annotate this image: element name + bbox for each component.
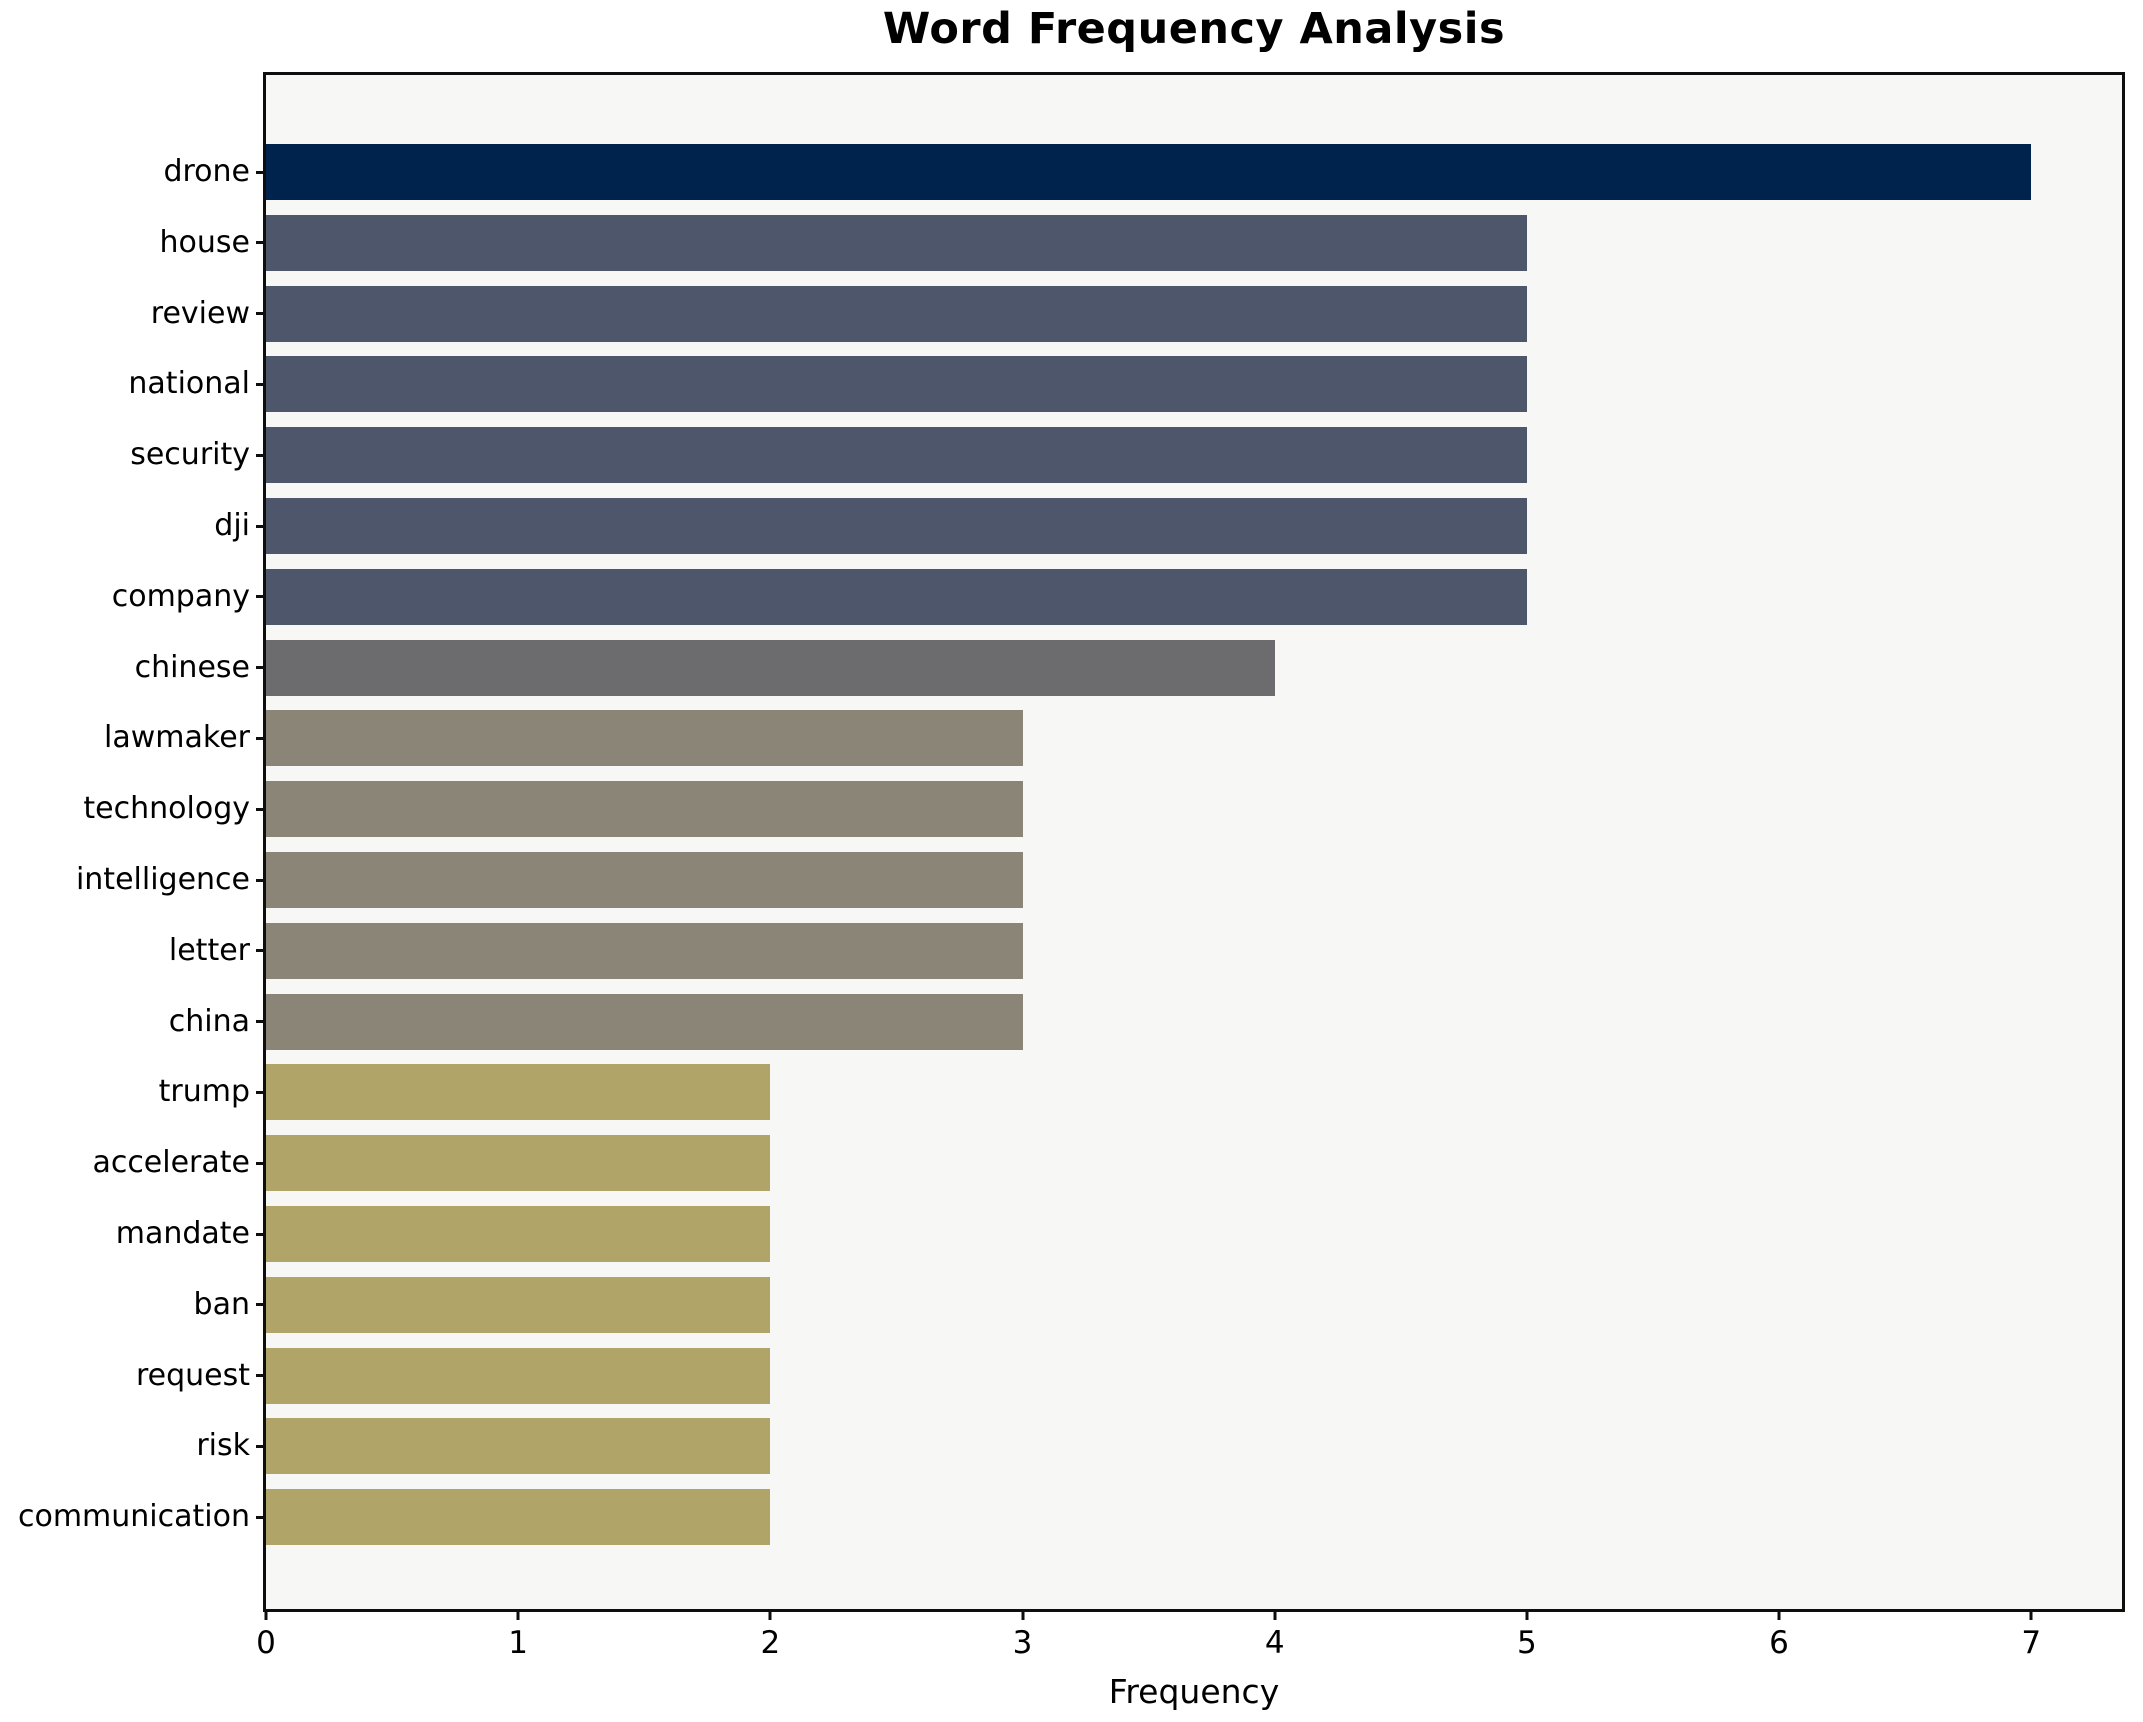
y-tick-label-letter: letter	[168, 932, 250, 968]
y-tick-mark	[256, 736, 266, 740]
y-tick-mark	[256, 1444, 266, 1448]
bar-request	[266, 1347, 771, 1404]
y-tick-label-company: company	[111, 578, 250, 614]
bar-dji	[266, 498, 1527, 554]
y-tick-label-technology: technology	[83, 791, 250, 827]
y-tick-label-national: national	[128, 366, 250, 402]
x-tick-label-1: 1	[508, 1625, 529, 1661]
y-tick-mark	[256, 241, 266, 245]
x-axis-label: Frequency	[1108, 1672, 1280, 1711]
x-tick-label-7: 7	[2021, 1625, 2042, 1661]
y-tick-mark	[256, 949, 266, 953]
y-tick-label-communication: communication	[17, 1499, 250, 1535]
y-tick-label-china: china	[168, 1003, 250, 1039]
bar-technology	[266, 781, 1023, 838]
bar-risk	[266, 1418, 771, 1475]
bar-chinese	[266, 639, 1275, 696]
y-tick-label-review: review	[150, 295, 250, 331]
bar-ban	[266, 1276, 771, 1333]
x-tick-label-3: 3	[1012, 1625, 1033, 1661]
bar-intelligence	[266, 852, 1023, 908]
y-tick-label-house: house	[159, 224, 250, 260]
bar-letter	[266, 922, 1023, 979]
plot-area: drone house review national security dji compa…	[18, 72, 2125, 1661]
y-tick-label-security: security	[130, 437, 250, 473]
y-tick-label-drone: drone	[163, 154, 250, 189]
x-tick-mark	[516, 1609, 520, 1620]
y-tick-label-mandate: mandate	[115, 1216, 250, 1251]
x-tick-mark	[1273, 1609, 1277, 1620]
y-tick-mark	[256, 312, 266, 316]
y-tick-mark	[256, 524, 266, 528]
y-tick-mark	[256, 170, 266, 174]
y-tick-mark	[256, 1090, 266, 1094]
x-tick-label-0: 0	[256, 1625, 276, 1661]
bar-communication	[266, 1489, 771, 1546]
x-tick-mark	[1525, 1609, 1529, 1620]
x-tick-mark	[1021, 1609, 1025, 1620]
bar-lawmaker	[266, 710, 1023, 767]
y-tick-label-request: request	[135, 1357, 250, 1393]
bar-security	[266, 427, 1527, 484]
y-tick-mark	[256, 1232, 266, 1236]
y-tick-mark	[256, 807, 266, 811]
y-tick-label-chinese: chinese	[134, 649, 250, 685]
y-tick-mark	[256, 595, 266, 599]
y-tick-label-accelerate: accelerate	[92, 1145, 250, 1181]
y-tick-mark	[256, 453, 266, 457]
bar-trump	[266, 1064, 771, 1121]
bar-house	[266, 214, 1527, 271]
bar-china	[266, 993, 1023, 1050]
chart-title: Word Frequency Analysis	[882, 4, 1506, 54]
bar-review	[266, 285, 1527, 342]
bar-mandate	[266, 1206, 771, 1262]
y-tick-label-intelligence: intelligence	[75, 862, 250, 897]
y-tick-mark	[256, 1020, 266, 1024]
x-tick-label-6: 6	[1769, 1625, 1789, 1661]
x-tick-label-5: 5	[1516, 1625, 1537, 1661]
x-tick-mark	[264, 1609, 268, 1620]
y-tick-mark	[256, 1303, 266, 1307]
y-tick-label-trump: trump	[158, 1074, 250, 1110]
y-tick-mark	[256, 1161, 266, 1165]
y-tick-label-risk: risk	[196, 1428, 250, 1464]
x-tick-mark	[2029, 1609, 2033, 1620]
x-tick-label-2: 2	[760, 1625, 781, 1661]
y-tick-mark	[256, 878, 266, 882]
bar-national	[266, 356, 1527, 413]
y-tick-mark	[256, 666, 266, 670]
x-tick-mark	[1777, 1609, 1781, 1620]
x-tick-mark	[768, 1609, 772, 1620]
y-tick-label-dji: dji	[214, 508, 250, 543]
y-tick-label-ban: ban	[193, 1286, 250, 1322]
y-tick-mark	[256, 382, 266, 386]
bar-accelerate	[266, 1135, 771, 1192]
y-tick-label-lawmaker: lawmaker	[104, 720, 250, 756]
x-tick-label-4: 4	[1264, 1625, 1285, 1661]
bar-company	[266, 568, 1527, 625]
y-tick-mark	[256, 1374, 266, 1378]
y-tick-mark	[256, 1515, 266, 1519]
bar-drone	[266, 144, 2032, 200]
